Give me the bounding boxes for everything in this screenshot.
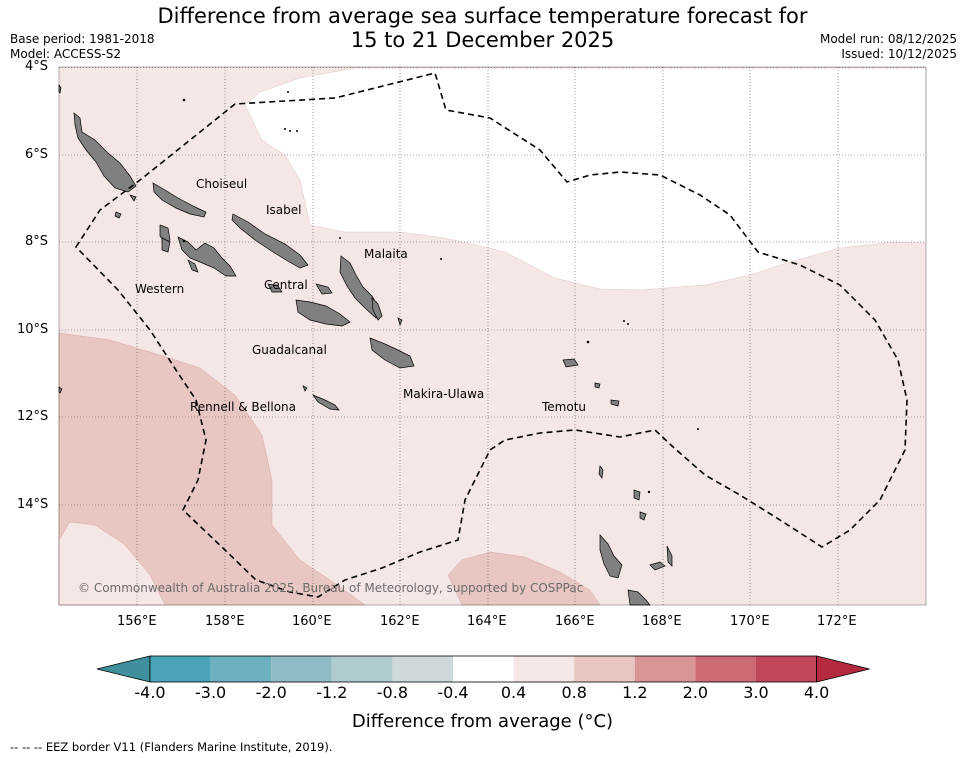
copyright-notice: © Commonwealth of Australia 2025, Bureau…	[78, 581, 584, 595]
colorbar-segment	[150, 656, 211, 682]
map-title-line1: Difference from average sea surface temp…	[157, 4, 808, 28]
map-title-line2: 15 to 21 December 2025	[350, 28, 615, 52]
colorbar-segment	[634, 656, 696, 682]
island-treasury	[129, 194, 137, 202]
colorbar-tick-label: 0.4	[500, 683, 527, 702]
colorbar-segment	[210, 656, 272, 682]
atolls	[182, 91, 699, 494]
colorbar-segment	[453, 656, 514, 682]
eez-border	[74, 72, 908, 598]
lon-label-168e: 168°E	[642, 614, 682, 629]
lat-label-8s: 8°S	[25, 234, 49, 249]
colorbar-title: Difference from average (°C)	[351, 711, 614, 732]
colorbar-tick-label: -1.2	[316, 683, 348, 702]
colorbar-extend-low	[96, 655, 151, 683]
island-choiseul	[73, 112, 137, 193]
base-period: Base period: 1981-2018	[10, 32, 155, 46]
colorbar-tick-label: -0.8	[376, 683, 408, 702]
island-banks	[633, 489, 641, 501]
island-vanuatu-maewo	[666, 545, 673, 567]
neutral-anomaly-region	[244, 67, 927, 291]
island-torres	[598, 465, 604, 479]
island-rennell	[312, 394, 340, 411]
colorbar-segment	[513, 656, 575, 682]
colorbar	[96, 655, 870, 683]
region-label-rennell-bellona: Rennell & Bellona	[190, 400, 297, 414]
lat-label-6s: 6°S	[25, 147, 49, 162]
lon-label-172e: 172°E	[817, 614, 857, 629]
colorbar-outline	[149, 655, 817, 683]
lat-label-4s: 4°S	[25, 59, 49, 74]
region-label-choiseul: Choiseul	[196, 177, 248, 191]
colorbar-segment	[574, 656, 635, 682]
island-isabel	[231, 213, 309, 269]
lat-label-10s: 10°S	[17, 322, 49, 337]
island-guadalcanal	[295, 299, 351, 327]
colorbar-tick-label: -3.0	[194, 683, 227, 702]
colorbar-tick-label: -4.0	[134, 683, 166, 702]
lat-label-12s: 12°S	[17, 409, 49, 424]
island-temotu-utupua	[610, 399, 620, 407]
island-vanuatu-north	[599, 534, 623, 579]
colorbar-tick-label: 2.0	[682, 683, 709, 702]
lat-label-14s: 14°S	[17, 497, 49, 512]
region-label-isabel: Isabel	[266, 203, 302, 217]
colorbar-tick-label: 0.8	[561, 683, 587, 702]
colorbar-tick-label: 3.0	[743, 683, 769, 702]
colorbar-tick-label: -0.4	[437, 683, 469, 702]
colorbar-segment	[331, 656, 393, 682]
lon-label-166e: 166°E	[555, 614, 595, 629]
island-makira	[369, 337, 415, 369]
colorbar-extend-high	[816, 655, 870, 683]
island-banks-2	[639, 511, 647, 521]
lon-label-160e: 160°E	[292, 614, 332, 629]
region-label-guadalcanal: Guadalcanal	[252, 343, 327, 357]
island-ontong	[397, 317, 403, 327]
island-choiseul-east	[152, 182, 207, 218]
colorbar-segment	[756, 656, 817, 682]
island-new-georgia	[177, 236, 237, 277]
island-savo	[302, 385, 308, 392]
island-russell	[267, 283, 283, 293]
region-label-temotu: Temotu	[542, 400, 587, 414]
island-kolombangara	[161, 237, 171, 253]
eez-legend-note: -- -- -- EEZ border V11 (Flanders Marine…	[10, 740, 333, 754]
colorbar-tick-label: -2.0	[255, 683, 287, 702]
lon-label-164e: 164°E	[467, 614, 507, 629]
region-label-makira-ulawa: Makira-Ulawa	[403, 387, 485, 401]
colorbar-tick-label: 4.0	[803, 683, 830, 702]
colorbar-segment	[392, 656, 453, 682]
map-frame	[58, 66, 927, 606]
colorbar-segment	[271, 656, 332, 682]
island-temotu-santa-cruz	[562, 358, 579, 368]
colorbar-tick-label: 1.2	[622, 683, 648, 702]
island-vanuatu-south	[627, 589, 651, 606]
island-florida	[315, 283, 333, 295]
lon-label-162e: 162°E	[380, 614, 420, 629]
island-temotu-small	[594, 382, 601, 389]
colorbar-segment	[695, 656, 756, 682]
region-label-central: Central	[264, 278, 308, 292]
islands	[58, 83, 673, 606]
map-gridlines	[59, 67, 926, 605]
region-label-western: Western	[135, 282, 185, 296]
region-label-malaita: Malaita	[364, 247, 408, 261]
model-name: Model: ACCESS-S2	[10, 47, 122, 61]
island-shortland	[114, 211, 122, 219]
issued-date: Issued: 10/12/2025	[841, 47, 957, 61]
lon-label-170e: 170°E	[730, 614, 770, 629]
lon-label-156e: 156°E	[117, 614, 157, 629]
model-run: Model run: 08/12/2025	[819, 32, 957, 46]
island-small-malaita	[371, 297, 383, 321]
island-rendova	[187, 259, 199, 273]
lon-label-158e: 158°E	[205, 614, 245, 629]
island-vanuatu-ambae	[649, 561, 666, 571]
